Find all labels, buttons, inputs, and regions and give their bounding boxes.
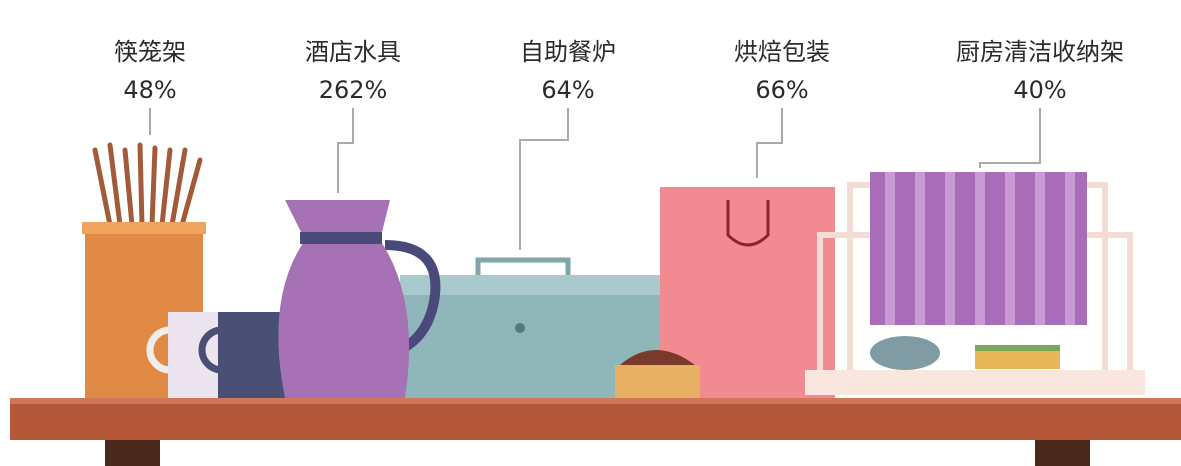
item-share: 64% (541, 76, 594, 104)
shelf-leg (1035, 435, 1090, 466)
item-share: 66% (755, 76, 808, 104)
item-name: 烘焙包装 (734, 38, 830, 66)
shelf (10, 398, 1181, 440)
item-share: 48% (123, 76, 176, 104)
shelf-edge (10, 398, 1181, 404)
bakery-bag (615, 187, 835, 398)
leader-lines (149, 108, 1041, 250)
item-name: 厨房清洁收纳架 (956, 38, 1124, 66)
mugs (146, 312, 286, 398)
item-name: 酒店水具 (305, 38, 401, 66)
kitchen-rack (805, 172, 1145, 395)
item-name: 筷笼架 (114, 38, 186, 66)
item-name: 自助餐炉 (520, 38, 616, 66)
item-share: 40% (1013, 76, 1066, 104)
pitcher (278, 200, 441, 398)
item-share: 262% (319, 76, 388, 104)
chopstick-holder (82, 142, 206, 398)
shelf-leg (105, 435, 160, 466)
